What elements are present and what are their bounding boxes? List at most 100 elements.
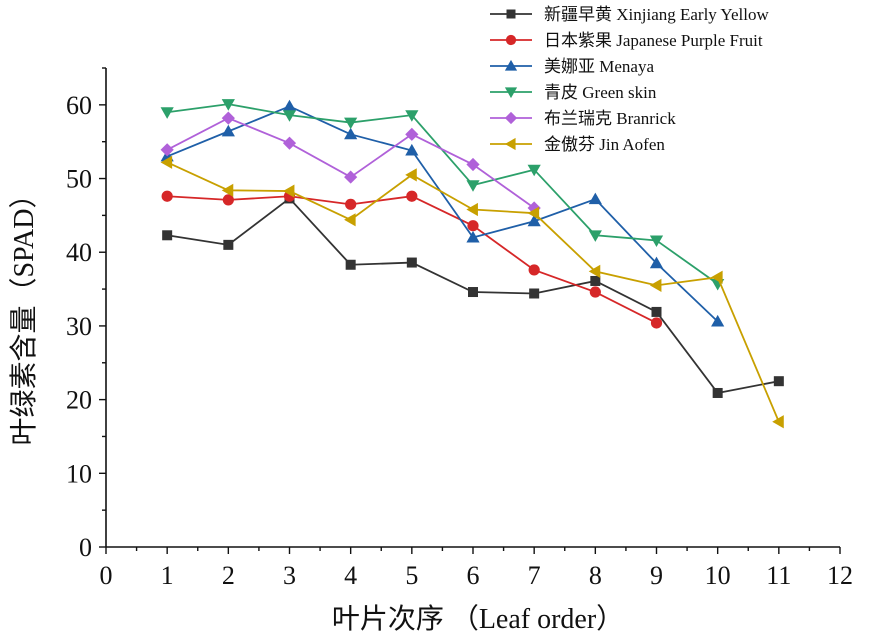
data-point xyxy=(345,259,356,270)
x-tick-label: 5 xyxy=(405,561,418,590)
data-point xyxy=(466,202,478,217)
data-point xyxy=(406,190,418,202)
data-point xyxy=(651,306,662,317)
legend-label: 日本紫果 Japanese Purple Fruit xyxy=(544,31,763,50)
series-2 xyxy=(161,190,663,329)
legend-marker xyxy=(504,87,518,99)
data-point xyxy=(344,117,358,130)
x-tick-label: 0 xyxy=(100,561,113,590)
x-tick-label: 9 xyxy=(650,561,663,590)
legend-marker xyxy=(504,137,516,151)
legend-item: 新疆早黄 Xinjiang Early Yellow xyxy=(490,5,769,24)
legend-item: 布兰瑞克 Branrick xyxy=(490,109,676,128)
x-tick-label: 1 xyxy=(161,561,174,590)
data-point xyxy=(222,194,234,206)
data-point xyxy=(588,264,601,278)
data-point xyxy=(405,110,419,122)
data-point xyxy=(649,256,664,269)
x-axis-ticks: 0 1 2 3 4 5 6 7 8 9 10 11 12 xyxy=(100,547,853,590)
data-point xyxy=(405,168,417,182)
y-tick-label: 60 xyxy=(66,91,92,120)
series-3 xyxy=(160,99,725,327)
data-point xyxy=(649,235,664,248)
y-tick-label: 0 xyxy=(79,533,92,562)
data-point xyxy=(588,230,602,242)
data-point xyxy=(527,206,540,220)
data-point xyxy=(711,314,725,327)
legend-marker xyxy=(504,59,518,71)
legend-marker xyxy=(504,111,518,125)
data-point xyxy=(650,317,663,329)
y-tick-label: 10 xyxy=(66,459,92,488)
series-5 xyxy=(160,111,541,215)
series-6 xyxy=(160,155,784,429)
y-axis-ticks: 0 10 20 30 40 50 60 xyxy=(66,67,106,562)
series-group xyxy=(160,99,784,429)
legend-label: 布兰瑞克 Branrick xyxy=(544,109,676,128)
data-point xyxy=(649,278,662,292)
data-point xyxy=(712,387,723,398)
data-point xyxy=(466,180,480,192)
x-tick-label: 7 xyxy=(528,561,541,590)
data-point xyxy=(588,192,602,205)
legend-label: 新疆早黄 Xinjiang Early Yellow xyxy=(544,5,769,24)
data-point xyxy=(529,288,540,299)
legend-marker xyxy=(506,9,516,19)
y-tick-label: 30 xyxy=(66,312,92,341)
data-point xyxy=(221,124,235,137)
data-point xyxy=(527,164,541,177)
data-point xyxy=(773,376,784,387)
data-point xyxy=(711,270,723,284)
data-point xyxy=(468,287,478,298)
legend-item: 金傲芬 Jin Aofen xyxy=(490,135,665,154)
data-point xyxy=(282,184,295,198)
data-point xyxy=(282,136,297,150)
data-point xyxy=(223,239,234,250)
x-tick-label: 4 xyxy=(344,561,357,590)
series-line xyxy=(166,105,719,323)
data-point xyxy=(160,107,174,119)
x-tick-label: 12 xyxy=(827,561,853,590)
legend: 新疆早黄 Xinjiang Early Yellow 日本紫果 Japanese … xyxy=(490,5,769,154)
data-point xyxy=(405,127,419,141)
y-tick-label: 50 xyxy=(66,165,92,194)
data-point xyxy=(344,127,358,140)
data-point xyxy=(467,220,479,232)
legend-item: 美娜亚 Menaya xyxy=(490,57,654,76)
data-point xyxy=(344,170,358,184)
data-point xyxy=(221,99,235,111)
data-point xyxy=(406,257,417,268)
legend-label: 金傲芬 Jin Aofen xyxy=(544,135,665,154)
data-point xyxy=(590,275,601,286)
data-point xyxy=(527,214,541,227)
x-tick-label: 11 xyxy=(766,561,791,590)
data-point xyxy=(405,143,419,156)
y-tick-label: 40 xyxy=(66,238,92,267)
x-tick-label: 6 xyxy=(467,561,480,590)
data-point xyxy=(772,415,784,429)
legend-item: 青皮 Green skin xyxy=(490,83,657,102)
y-tick-label: 20 xyxy=(66,386,92,415)
data-point xyxy=(344,213,356,227)
x-tick-label: 3 xyxy=(283,561,296,590)
data-point xyxy=(282,110,297,122)
x-tick-label: 2 xyxy=(222,561,235,590)
data-point xyxy=(161,190,173,202)
y-axis-title: 叶绿素含量（SPAD） xyxy=(8,180,40,445)
data-point xyxy=(160,155,173,169)
data-point xyxy=(466,157,480,172)
data-point xyxy=(221,183,234,197)
data-point xyxy=(345,198,357,210)
data-point xyxy=(466,230,480,243)
data-point xyxy=(282,99,297,112)
data-point xyxy=(528,264,540,276)
x-tick-label: 8 xyxy=(589,561,602,590)
data-point xyxy=(589,286,601,298)
x-tick-label: 10 xyxy=(705,561,731,590)
legend-label: 青皮 Green skin xyxy=(544,83,657,102)
data-point xyxy=(162,230,173,241)
data-point xyxy=(160,143,174,157)
x-axis-title: 叶片次序 （Leaf order） xyxy=(332,603,624,635)
legend-item: 日本紫果 Japanese Purple Fruit xyxy=(490,31,763,50)
